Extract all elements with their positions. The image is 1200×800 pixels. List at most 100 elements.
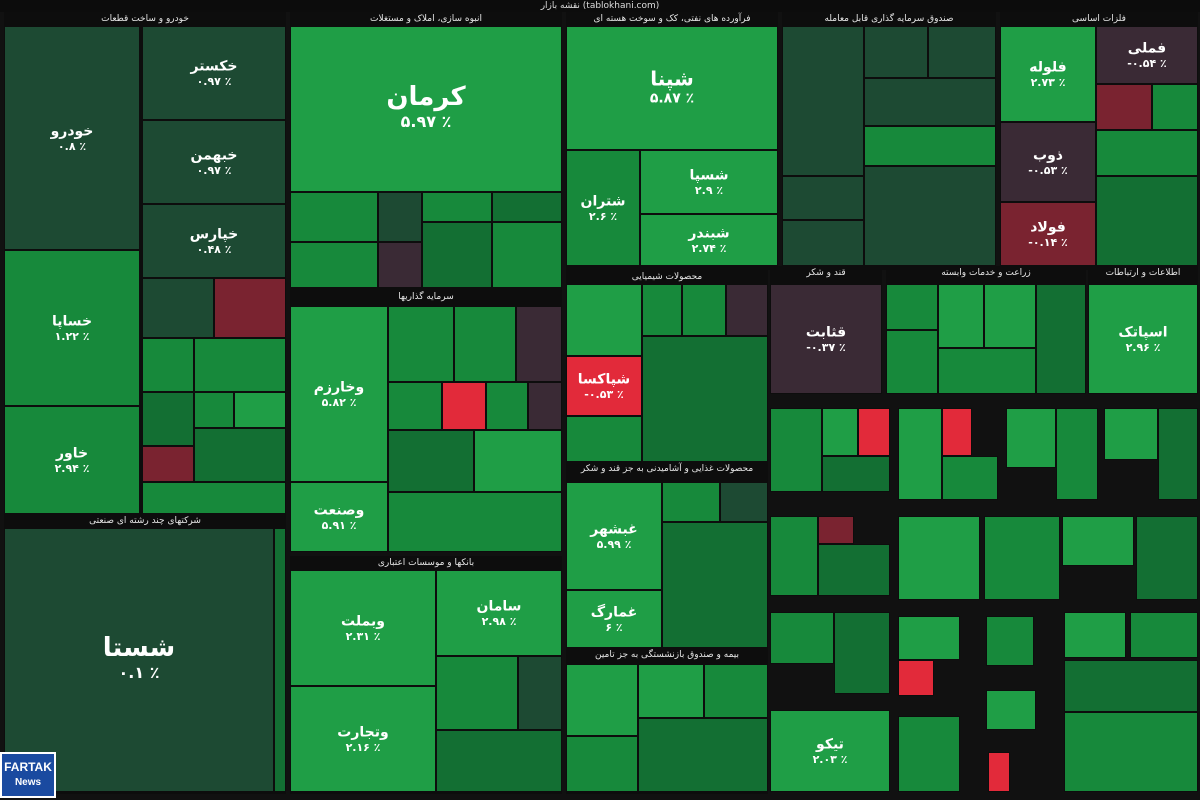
tile-small[interactable] [864,126,996,166]
tile-zob[interactable]: ذوب -۰.۵۳ ٪ [1000,122,1096,202]
tile-small[interactable] [1064,712,1198,792]
tile-small[interactable] [928,26,996,78]
tile-tiko[interactable]: تیکو ۲.۰۳ ٪ [770,710,890,792]
tile-small[interactable] [642,336,768,462]
tile-shepakesa[interactable]: شپاکسا -۰.۵۳ ٪ [566,356,642,416]
tile-small[interactable] [1036,284,1086,394]
tile-vbemellat[interactable]: وبملت ۲.۳۱ ٪ [290,570,436,686]
tile-small[interactable] [388,492,562,552]
tile-small[interactable] [984,516,1060,600]
tile-small[interactable] [938,284,984,348]
tile-small[interactable] [898,716,960,792]
tile-small[interactable] [942,408,972,456]
tile-ghbeshahr[interactable]: غبشهر ۵.۹۹ ٪ [566,482,662,590]
tile-small[interactable] [822,408,858,456]
tile-small[interactable] [726,284,768,336]
tile-fluleh[interactable]: فلوله ۲.۷۳ ٪ [1000,26,1096,122]
tile-small[interactable] [898,660,934,696]
tile-small[interactable] [822,456,890,492]
tile-saman[interactable]: سامان ۲.۹۸ ٪ [436,570,562,656]
tile-small[interactable] [378,192,422,242]
tile-small[interactable] [988,752,1010,792]
tile-small[interactable] [662,482,720,522]
tile-vtejarat[interactable]: وتجارت ۲.۱۶ ٪ [290,686,436,792]
tile-femeli[interactable]: فملی -۰.۵۴ ٪ [1096,26,1198,84]
tile-small[interactable] [1136,516,1198,600]
tile-small[interactable] [142,278,214,338]
tile-small[interactable] [864,26,928,78]
tile-small[interactable] [1056,408,1098,500]
tile-small[interactable] [388,430,474,492]
tile-vkharazm[interactable]: وخارزم ۵.۸۲ ٪ [290,306,388,482]
tile-khsapa[interactable]: خساپا ۱.۲۲ ٪ [4,250,140,406]
tile-small[interactable] [234,392,286,428]
tile-small[interactable] [274,528,286,792]
tile-small[interactable] [486,382,528,430]
tile-small[interactable] [858,408,890,456]
tile-small[interactable] [474,430,562,492]
tile-small[interactable] [638,718,768,792]
tile-small[interactable] [938,348,1036,394]
tile-small[interactable] [142,482,286,514]
tile-shsepa[interactable]: شسپا ۲.۹ ٪ [640,150,778,214]
tile-espatak[interactable]: اسپاتک ۲.۹۶ ٪ [1088,284,1198,394]
tile-small[interactable] [770,408,822,492]
tile-small[interactable] [214,278,286,338]
tile-shtran[interactable]: شتران ۲.۶ ٪ [566,150,640,266]
tile-small[interactable] [388,382,442,430]
tile-ghmarg[interactable]: غمارگ ۶ ٪ [566,590,662,648]
tile-small[interactable] [986,616,1034,666]
tile-small[interactable] [566,416,642,462]
tile-small[interactable] [642,284,682,336]
tile-small[interactable] [378,242,422,288]
tile-small[interactable] [1104,408,1158,460]
tile-small[interactable] [442,382,486,430]
tile-small[interactable] [770,612,834,664]
tile-small[interactable] [682,284,726,336]
tile-small[interactable] [782,176,864,220]
tile-small[interactable] [528,382,562,430]
tile-small[interactable] [704,664,768,718]
tile-small[interactable] [864,166,996,266]
tile-small[interactable] [770,516,818,596]
tile-small[interactable] [1152,84,1198,130]
tile-small[interactable] [290,192,378,242]
tile-small[interactable] [984,284,1036,348]
tile-small[interactable] [388,306,454,382]
tile-small[interactable] [518,656,562,730]
tile-small[interactable] [566,664,638,736]
tile-small[interactable] [1064,612,1126,658]
tile-small[interactable] [1158,408,1198,500]
tile-small[interactable] [662,522,768,648]
tile-vsanat[interactable]: وصنعت ۵.۹۱ ٪ [290,482,388,552]
tile-khbahman[interactable]: خبهمن ۰.۹۷ ٪ [142,120,286,204]
tile-ghesabet[interactable]: قثابت -۰.۳۷ ٪ [770,284,882,394]
tile-small[interactable] [290,242,378,288]
tile-shepna[interactable]: شپنا ۵.۸۷ ٪ [566,26,778,150]
tile-small[interactable] [864,78,996,126]
tile-small[interactable] [194,428,286,482]
tile-small[interactable] [436,730,562,792]
tile-small[interactable] [1096,176,1198,266]
tile-small[interactable] [886,330,938,394]
tile-small[interactable] [818,544,890,596]
tile-small[interactable] [834,612,890,694]
tile-khkastar[interactable]: خکستر ۰.۹۷ ٪ [142,26,286,120]
tile-small[interactable] [454,306,516,382]
tile-small[interactable] [142,338,194,392]
tile-small[interactable] [1064,660,1198,712]
tile-small[interactable] [782,26,864,176]
tile-small[interactable] [1006,408,1056,468]
tile-small[interactable] [1062,516,1134,566]
tile-small[interactable] [898,616,960,660]
tile-shbandar[interactable]: شبندر ۲.۷۴ ٪ [640,214,778,266]
tile-small[interactable] [142,392,194,446]
tile-khavar[interactable]: خاور ۲.۹۴ ٪ [4,406,140,514]
tile-small[interactable] [720,482,768,522]
tile-small[interactable] [942,456,998,500]
tile-small[interactable] [818,516,854,544]
tile-small[interactable] [142,446,194,482]
tile-small[interactable] [1096,84,1152,130]
tile-foolad[interactable]: فولاد -۰.۱۴ ٪ [1000,202,1096,266]
tile-small[interactable] [566,284,642,356]
